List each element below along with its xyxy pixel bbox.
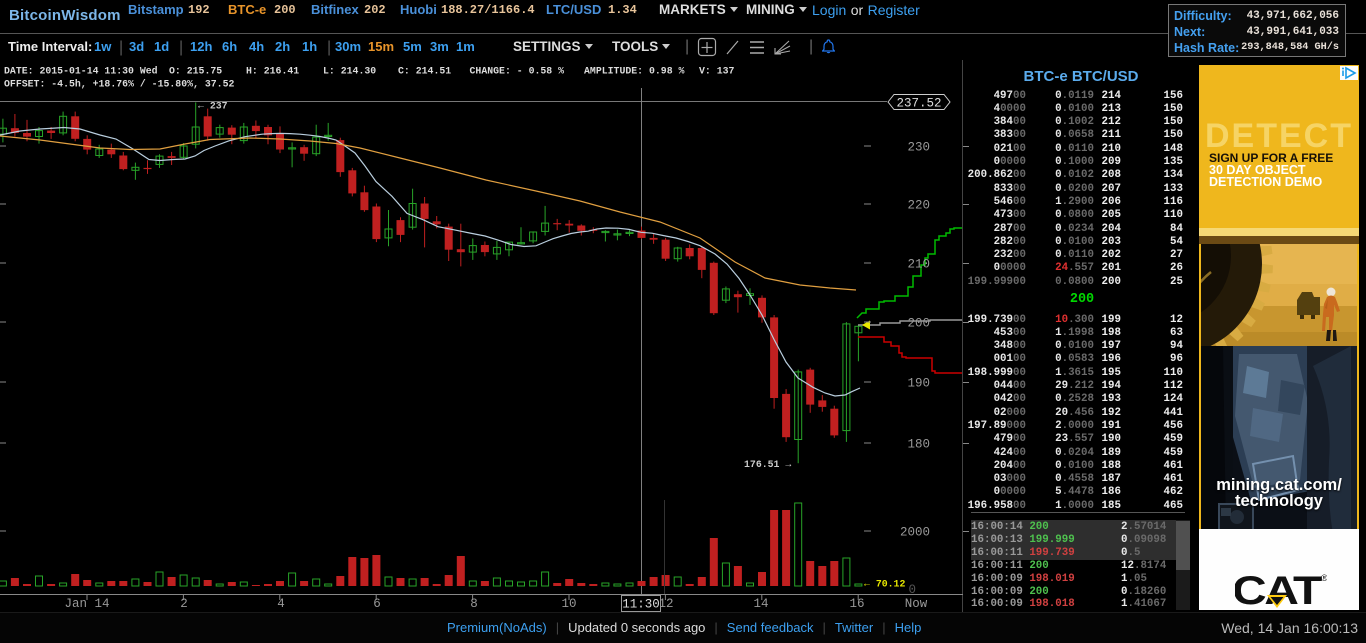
svg-text:AMPLITUDE: 0.98 %: AMPLITUDE: 0.98 % — [584, 65, 685, 76]
svg-text:2: 2 — [180, 597, 188, 611]
svg-text:6: 6 — [373, 597, 381, 611]
svg-text:← 70.12: ← 70.12 — [864, 579, 905, 590]
svg-text:16: 16 — [849, 597, 864, 611]
svg-text:230: 230 — [907, 141, 930, 155]
svg-text:11:30: 11:30 — [622, 598, 660, 612]
svg-text:14: 14 — [753, 597, 768, 611]
svg-text:176.51 →: 176.51 → — [744, 459, 791, 470]
svg-text:C: 214.51: C: 214.51 — [398, 65, 451, 76]
svg-text:V: 137: V: 137 — [699, 65, 735, 76]
svg-text:12: 12 — [658, 597, 673, 611]
svg-text:0: 0 — [908, 583, 916, 597]
svg-text:220: 220 — [907, 199, 930, 213]
svg-text:8: 8 — [470, 597, 478, 611]
svg-text:L: 214.30: L: 214.30 — [323, 65, 376, 76]
svg-text:CHANGE: - 0.58 %: CHANGE: - 0.58 % — [470, 65, 565, 76]
svg-text:2000: 2000 — [900, 526, 930, 540]
svg-text:DATE: 2015-01-14 11:30 Wed: DATE: 2015-01-14 11:30 Wed — [4, 65, 158, 76]
svg-text:180: 180 — [907, 438, 930, 452]
svg-text:O: 215.75: O: 215.75 — [169, 65, 222, 76]
svg-text:Jan 14: Jan 14 — [64, 597, 109, 611]
svg-text:200: 200 — [907, 317, 930, 331]
svg-text:10: 10 — [561, 597, 576, 611]
svg-text:237.52: 237.52 — [896, 97, 941, 111]
svg-text:®: ® — [1321, 573, 1327, 583]
svg-text:Now: Now — [905, 597, 928, 611]
svg-text:← 237: ← 237 — [198, 101, 228, 112]
svg-text:4: 4 — [277, 597, 285, 611]
svg-text:OFFSET: -4.5h, +18.76% / -15.8: OFFSET: -4.5h, +18.76% / -15.80%, 37.52 — [4, 78, 234, 89]
svg-text:190: 190 — [907, 377, 930, 391]
svg-text:210: 210 — [907, 258, 930, 272]
svg-text:H: 216.41: H: 216.41 — [246, 65, 299, 76]
